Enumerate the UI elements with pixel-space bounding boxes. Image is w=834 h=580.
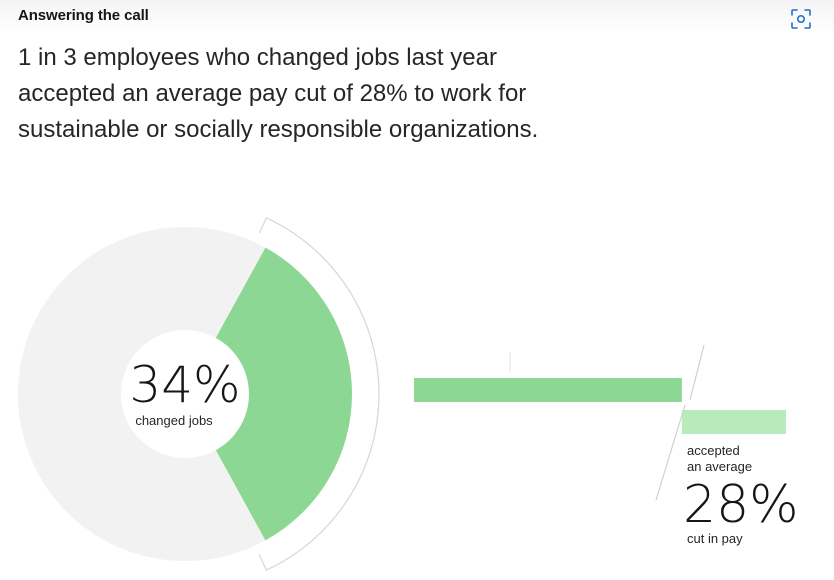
- paycut-value: 28%: [683, 475, 799, 535]
- eyebrow-title: Answering the call: [18, 7, 149, 24]
- pay-bar-full: [414, 378, 682, 402]
- paycut-caption: cut in pay: [687, 531, 743, 546]
- changed-jobs-value: 34%: [129, 356, 240, 414]
- headline: 1 in 3 employees who changed jobs last y…: [18, 44, 539, 143]
- slash-line-top: [689, 344, 705, 401]
- paycut-prefix-1: accepted: [687, 443, 740, 458]
- top-bar: [0, 0, 834, 34]
- slash-line-bottom: [655, 404, 686, 501]
- changed-jobs-arc: [215, 247, 352, 541]
- paycut-prefix-2: an average: [687, 459, 752, 474]
- pay-bar-cut: [681, 410, 786, 434]
- expand-icon[interactable]: [788, 6, 814, 32]
- changed-jobs-caption: changed jobs: [135, 413, 213, 428]
- base-ring: [17, 226, 266, 562]
- outline-arc: [258, 217, 380, 571]
